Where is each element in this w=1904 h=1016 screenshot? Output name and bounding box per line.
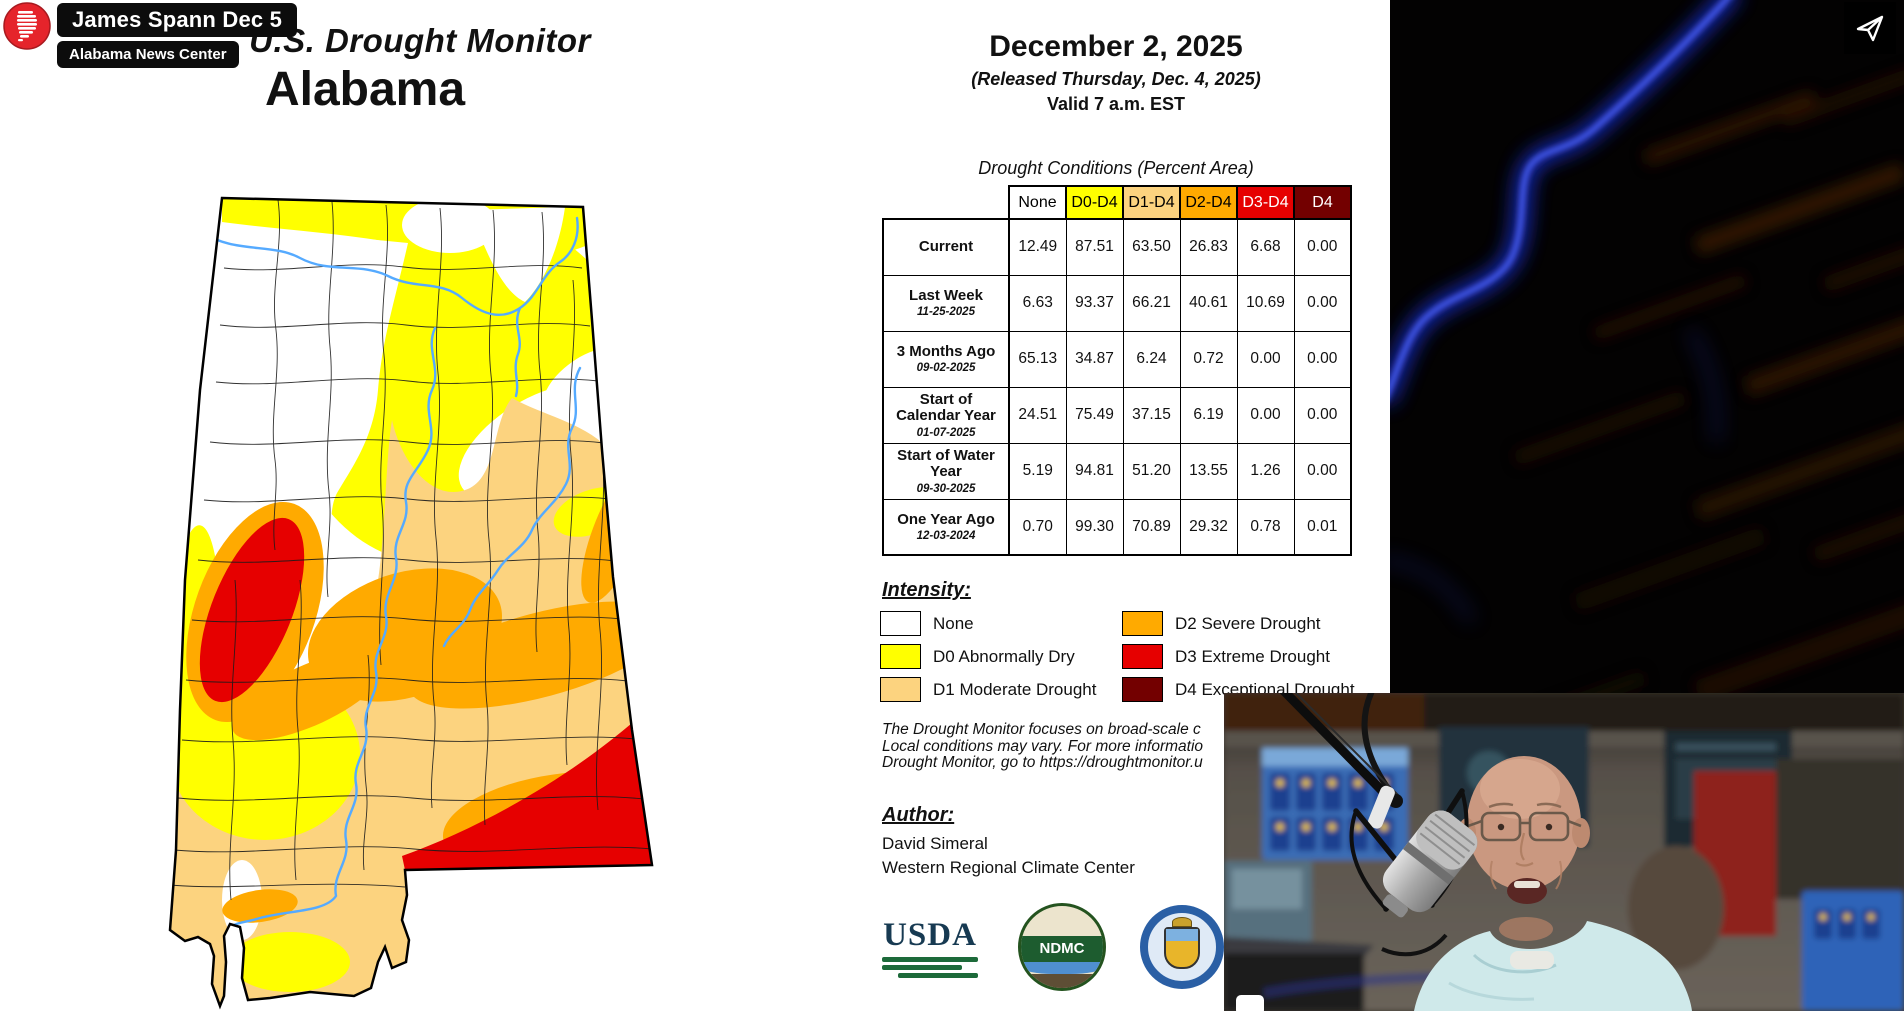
disclaimer-text: The Drought Monitor focuses on broad-sca… <box>882 721 1204 771</box>
ndmc-wave <box>1021 962 1103 974</box>
legend-item: D3 Extreme Drought <box>1122 640 1355 673</box>
table-row: Start of Calendar Year 01-07-2025 24.51 75… <box>882 386 1352 444</box>
commerce-department-logo <box>1140 905 1224 989</box>
agency-logos: USDA NDMC <box>876 903 1224 991</box>
author-heading: Author: <box>882 804 955 826</box>
webcam-scene <box>1224 693 1904 1011</box>
ndmc-logo: NDMC <box>1018 903 1106 991</box>
map-date: December 2, 2025 <box>989 30 1243 63</box>
map-title: U.S. Drought Monitor Alabama <box>140 22 700 117</box>
column-header: D4 <box>1293 185 1352 220</box>
county-boundaries <box>170 199 652 901</box>
released-line: (Released Thursday, Dec. 4, 2025) <box>971 69 1261 89</box>
blue-front-line <box>1376 0 1737 625</box>
table-header-row: None D0-D4 D1-D4 D2-D4 D3-D4 D4 <box>883 185 1352 220</box>
drought-report-document: U.S. Drought Monitor Alabama <box>140 22 1355 1010</box>
table-row: Current 12.49 87.51 63.50 26.83 6.68 0.00 <box>882 218 1352 276</box>
legend-swatch-d3 <box>1122 644 1163 669</box>
usda-logo: USDA <box>876 917 984 978</box>
share-button[interactable] <box>1844 2 1896 54</box>
ndmc-field <box>1021 974 1103 988</box>
legend-column-left: None D0 Abnormally Dry D1 Moderate Droug… <box>880 607 1096 706</box>
legend-swatch-none <box>880 611 921 636</box>
legend-swatch-d1 <box>880 677 921 702</box>
column-header: D3-D4 <box>1236 185 1295 220</box>
legend-column-right: D2 Severe Drought D3 Extreme Drought D4 … <box>1122 607 1355 706</box>
shield-icon <box>1164 927 1200 969</box>
column-header: None <box>1008 185 1067 220</box>
report-region: Alabama <box>264 63 466 116</box>
map-d3-areas <box>199 517 652 870</box>
valid-line: Valid 7 a.m. EST <box>1046 94 1186 114</box>
state-outline <box>168 196 654 1010</box>
table-row: Start of Water Year 09-30-2025 5.19 94.81 5… <box>882 442 1352 500</box>
webcam-inset <box>1224 693 1904 1011</box>
table-caption: Drought Conditions (Percent Area) <box>978 158 1254 178</box>
james-spann-logo-icon[interactable] <box>3 2 51 50</box>
legend-item: D2 Severe Drought <box>1122 607 1355 640</box>
legend-item: None <box>880 607 1096 640</box>
legend-swatch-d2 <box>1122 611 1163 636</box>
column-header: D1-D4 <box>1122 185 1181 220</box>
creator-title[interactable]: James Spann Dec 5 <box>57 3 298 37</box>
legend-swatch-d4 <box>1122 677 1163 702</box>
send-arrow-icon <box>1856 15 1884 42</box>
rivers <box>196 216 582 928</box>
microphone <box>1279 693 1478 957</box>
date-block: December 2, 2025 (Released Thursday, Dec… <box>880 30 1352 115</box>
webcam-watermark <box>1236 995 1264 1011</box>
channel-name-badge[interactable]: Alabama News Center <box>57 41 239 68</box>
intensity-heading: Intensity: <box>882 579 971 601</box>
table-corner-cell <box>883 186 1009 219</box>
eagle-icon <box>1172 917 1192 927</box>
glasses-icon <box>1467 811 1582 842</box>
table-row: One Year Ago 12-03-2024 0.70 99.30 70.89 29.… <box>882 498 1352 556</box>
column-header: D2-D4 <box>1179 185 1238 220</box>
column-header: D0-D4 <box>1065 185 1124 220</box>
legend-item: D1 Moderate Drought <box>880 673 1096 706</box>
report-title: U.S. Drought Monitor <box>249 22 591 59</box>
legend-swatch-d0 <box>880 644 921 669</box>
table-row: Last Week 11-25-2025 6.63 93.37 66.21 40.61 1… <box>882 274 1352 332</box>
legend-item: D0 Abnormally Dry <box>880 640 1096 673</box>
author-name: David Simeral <box>882 834 988 853</box>
author-organization: Western Regional Climate Center <box>882 858 1135 877</box>
table-row: 3 Months Ago 09-02-2025 65.13 34.87 6.24 0.7… <box>882 330 1352 388</box>
drought-table: None D0-D4 D1-D4 D2-D4 D3-D4 D4 Current … <box>882 185 1352 556</box>
presenter <box>1414 756 1692 1011</box>
drought-map <box>168 196 654 1010</box>
